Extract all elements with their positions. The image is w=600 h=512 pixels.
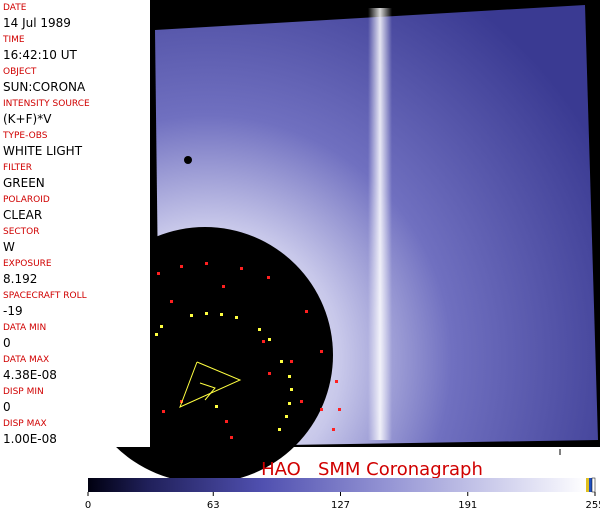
colorbar-ticks: 0 63 127 191 255 [85,492,600,511]
field-label: FILTER [3,163,33,173]
field-value: 0 [3,336,11,350]
field-value: 1.00E-08 [3,432,57,446]
streamer [368,8,392,440]
colorbar-tick-label: 0 [85,500,91,511]
header-panel: DATE 14 Jul 1989 TIME 16:42:10 UT OBJECT SUN:… [0,0,150,447]
field-label: OBJECT [3,67,37,77]
field-value: 16:42:10 UT [3,48,77,62]
field-label: TYPE-OBS [3,131,48,141]
colorbar-tick-label: 191 [458,500,477,511]
field-value: 4.38E-08 [3,368,57,382]
field-value: -19 [3,304,23,318]
field-label: INTENSITY SOURCE [3,99,90,109]
field-label: TIME [3,35,25,45]
colorbar-end [586,478,589,492]
field-value: W [3,240,15,254]
colorbar [88,478,586,492]
colorbar-tick-label: 63 [207,500,220,511]
field-label: SECTOR [3,227,40,237]
field-label: EXPOSURE [3,259,52,269]
field-label: POLAROID [3,195,50,205]
field-label: DISP MIN [3,387,44,397]
field-value: (K+F)*V [3,112,52,126]
field-value: 8.192 [3,272,38,286]
field-value: CLEAR [3,208,43,222]
field-value: 14 Jul 1989 [3,16,71,30]
field-label: DATE [3,3,27,13]
field-label: SPACECRAFT ROLL [3,291,87,301]
yellow-markers [155,312,293,431]
field-value: SUN:CORONA [3,80,86,94]
field-value: WHITE LIGHT [3,144,83,158]
red-markers [157,262,341,439]
field-value: GREEN [3,176,45,190]
field-label: DATA MAX [3,355,50,365]
field-label: DISP MAX [3,419,47,429]
field-value: 0 [3,400,11,414]
field-label: DATA MIN [3,323,47,333]
colorbar-tick-label: 127 [331,500,350,511]
display-title: HAO SMM Coronagraph [261,459,483,480]
triangle-overlay-inner [199,382,216,401]
colorbar-tick-label: 255 [585,500,600,511]
colorbar-end [591,477,596,493]
spot [184,156,192,164]
colorbar-end [589,478,592,492]
